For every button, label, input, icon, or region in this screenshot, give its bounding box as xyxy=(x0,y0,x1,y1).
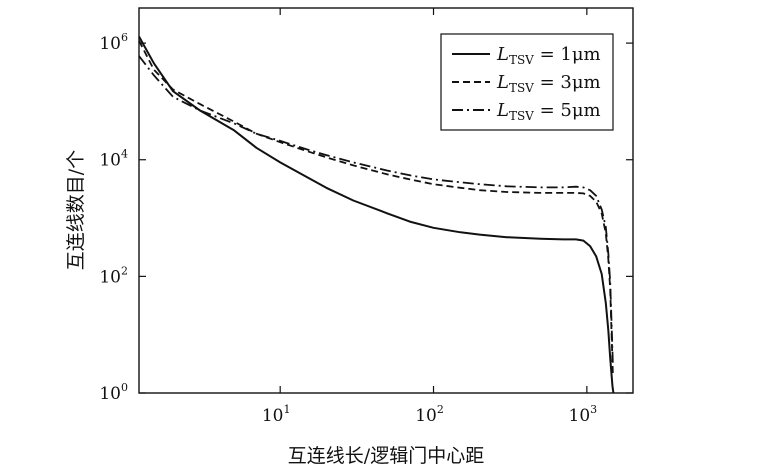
x-axis-ticks: 101 102 103 xyxy=(262,8,597,426)
legend-label-1: LTSV = 1μm xyxy=(496,44,601,67)
y-tick-label: 106 xyxy=(99,31,128,54)
series-layer xyxy=(138,36,615,394)
y-tick-label: 100 xyxy=(99,381,128,404)
y-axis-ticks: 100 102 104 106 xyxy=(99,31,633,404)
y-axis-title: 互连线数目/个 xyxy=(65,150,87,270)
x-tick-label: 103 xyxy=(569,403,598,426)
x-tick-label: 102 xyxy=(415,403,444,426)
x-tick-label: 101 xyxy=(262,403,291,426)
legend-label-3: LTSV = 5μm xyxy=(496,100,601,123)
plot-frame xyxy=(138,7,634,394)
x-axis-title: 互连线长/逻辑门中心距 xyxy=(288,445,484,467)
series-line-3 xyxy=(138,55,614,366)
legend-label-2: LTSV = 3μm xyxy=(496,72,601,95)
series-line-2 xyxy=(138,40,614,376)
y-tick-label: 104 xyxy=(99,148,128,171)
legend: LTSV = 1μm LTSV = 3μm LTSV = 5μm xyxy=(440,33,614,131)
series-line-1 xyxy=(138,36,615,394)
y-tick-label: 102 xyxy=(99,264,128,287)
